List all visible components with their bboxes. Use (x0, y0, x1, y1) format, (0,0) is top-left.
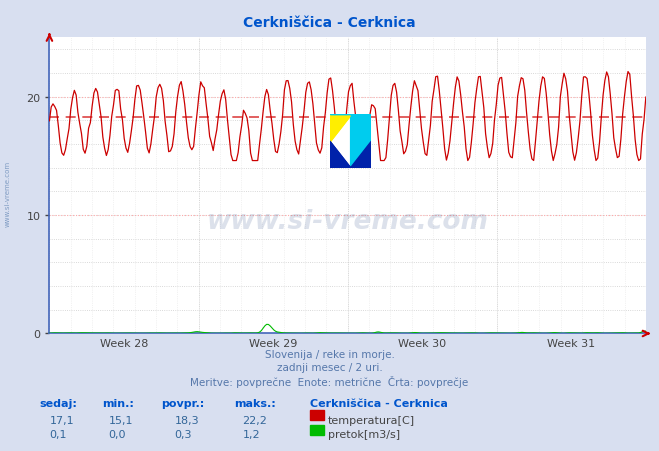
Text: pretok[m3/s]: pretok[m3/s] (328, 429, 400, 439)
Text: 0,1: 0,1 (49, 429, 67, 439)
Text: www.si-vreme.com: www.si-vreme.com (207, 208, 488, 235)
Text: zadnji mesec / 2 uri.: zadnji mesec / 2 uri. (277, 362, 382, 372)
Text: povpr.:: povpr.: (161, 398, 205, 408)
Polygon shape (330, 142, 372, 168)
Polygon shape (330, 115, 372, 168)
Text: 15,1: 15,1 (109, 415, 133, 425)
Text: Cerkniščica - Cerknica: Cerkniščica - Cerknica (243, 16, 416, 30)
Text: 0,3: 0,3 (175, 429, 192, 439)
Text: temperatura[C]: temperatura[C] (328, 415, 415, 425)
Text: 0,0: 0,0 (109, 429, 127, 439)
Text: 17,1: 17,1 (49, 415, 74, 425)
Polygon shape (330, 115, 351, 142)
Text: 22,2: 22,2 (243, 415, 268, 425)
Text: 1,2: 1,2 (243, 429, 260, 439)
Text: Cerkniščica - Cerknica: Cerkniščica - Cerknica (310, 398, 447, 408)
Text: 18,3: 18,3 (175, 415, 199, 425)
Text: Slovenija / reke in morje.: Slovenija / reke in morje. (264, 350, 395, 359)
Polygon shape (330, 142, 372, 168)
Text: www.si-vreme.com: www.si-vreme.com (5, 161, 11, 227)
Polygon shape (330, 115, 351, 142)
Text: maks.:: maks.: (234, 398, 275, 408)
Text: Meritve: povprečne  Enote: metrične  Črta: povprečje: Meritve: povprečne Enote: metrične Črta:… (190, 375, 469, 387)
Text: min.:: min.: (102, 398, 134, 408)
Text: sedaj:: sedaj: (40, 398, 77, 408)
Polygon shape (351, 115, 372, 168)
